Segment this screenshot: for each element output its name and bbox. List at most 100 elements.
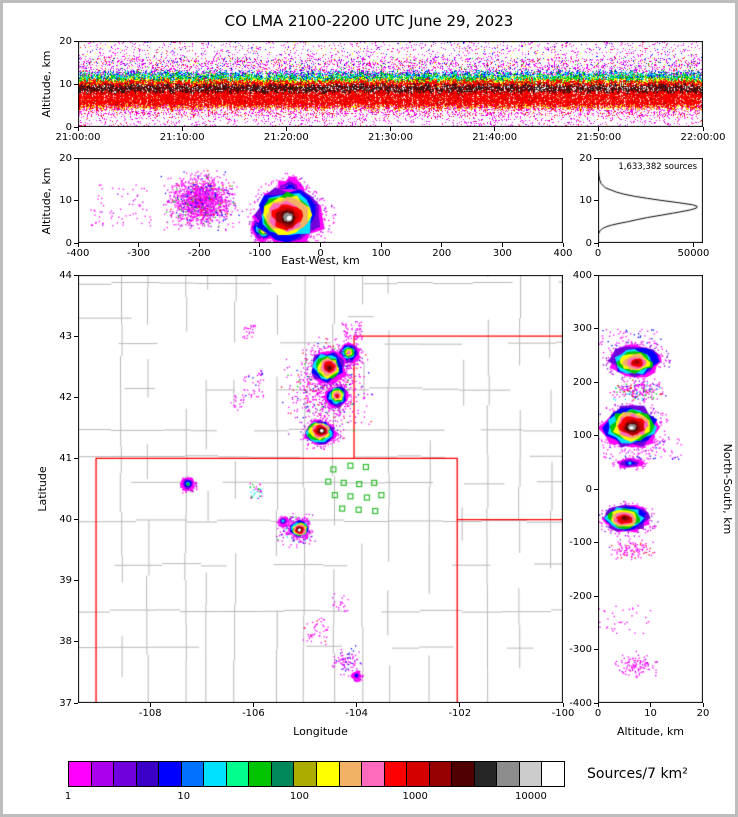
axis-tick: [74, 242, 78, 244]
ns-cross-xlabel: Altitude, km: [616, 725, 685, 738]
tick-label: 400: [553, 248, 573, 259]
ns-cross-canvas: [598, 275, 703, 703]
tick-label: 0: [585, 237, 592, 249]
page-title: CO LMA 2100-2200 UTC June 29, 2023: [224, 12, 514, 30]
tick-label: -100: [248, 248, 272, 259]
tick-label: 20: [696, 708, 710, 719]
colorbar-cell: [384, 762, 408, 786]
colorbar-cell: [429, 762, 453, 786]
axis-tick: [138, 243, 140, 247]
tick-label: 22:00:00: [680, 132, 726, 143]
tick-label: 10: [579, 195, 592, 206]
axis-tick: [74, 702, 78, 704]
axis-tick: [390, 127, 391, 131]
colorbar-cell: [249, 762, 272, 786]
axis-tick: [650, 703, 651, 707]
map-canvas: [78, 275, 563, 703]
colorbar: [68, 761, 565, 787]
colorbar-cell: [362, 762, 385, 786]
tick-label: 300: [572, 323, 592, 334]
tick-label: 21:10:00: [159, 132, 205, 143]
colorbar-cell: [226, 762, 250, 786]
colorbar-tick-label: 10: [177, 791, 191, 802]
axis-tick: [74, 200, 78, 201]
tick-label: 50000: [677, 248, 710, 259]
colorbar-cell: [317, 762, 340, 786]
axis-tick: [74, 457, 78, 459]
colorbar-cell: [114, 762, 137, 786]
axis-tick: [594, 702, 598, 704]
axis-tick: [459, 703, 461, 707]
colorbar-cell: [452, 762, 475, 786]
histogram-canvas: [598, 158, 703, 243]
ns-cross-ylabel: North-South, km: [721, 443, 734, 535]
tick-label: -400: [569, 697, 592, 709]
tick-label: 10: [59, 195, 72, 206]
tick-label: 200: [432, 248, 452, 259]
colorbar-cell: [339, 762, 363, 786]
axis-tick: [77, 243, 79, 247]
axis-tick: [594, 242, 598, 244]
time-height-canvas: [78, 41, 703, 127]
tick-label: 37: [59, 697, 72, 709]
tick-label: 400: [572, 269, 592, 281]
tick-label: 42: [59, 391, 72, 403]
colorbar-cell: [271, 762, 295, 786]
tick-label: 21:50:00: [576, 132, 622, 143]
tick-label: 0: [594, 248, 602, 259]
tick-label: 100: [371, 248, 391, 259]
axis-tick: [594, 328, 598, 329]
tick-label: -300: [127, 248, 150, 259]
ew-cross-xlabel: East-West, km: [281, 254, 360, 267]
colorbar-cell: [542, 762, 565, 786]
axis-tick: [74, 641, 78, 643]
colorbar-cell: [519, 762, 543, 786]
axis-tick: [597, 703, 599, 707]
axis-tick: [594, 542, 598, 543]
axis-tick: [692, 243, 694, 247]
axis-tick: [594, 157, 598, 159]
tick-label: 0: [585, 483, 592, 495]
axis-tick: [594, 274, 598, 276]
axis-tick: [380, 243, 382, 247]
colorbar-tick-label: 100: [289, 791, 309, 802]
tick-label: 21:00:00: [55, 132, 101, 143]
tick-label: 300: [492, 248, 512, 259]
axis-tick: [74, 126, 78, 128]
map-xlabel: Longitude: [293, 725, 348, 738]
axis-tick: [74, 83, 78, 85]
tick-label: 41: [59, 452, 72, 464]
tick-label: 200: [572, 376, 592, 388]
tick-label: 20: [59, 152, 72, 164]
colorbar-label: Sources/7 km²: [587, 766, 688, 782]
tick-label: -100: [569, 537, 592, 548]
tick-label: 100: [572, 430, 592, 441]
axis-tick: [594, 200, 598, 201]
colorbar-cell: [136, 762, 160, 786]
axis-tick: [494, 127, 496, 131]
colorbar-cell: [497, 762, 520, 786]
tick-label: 38: [59, 636, 72, 648]
axis-tick: [259, 243, 261, 247]
axis-tick: [594, 488, 598, 490]
tick-label: 0: [65, 237, 72, 249]
tick-label: -200: [569, 590, 592, 602]
axis-tick: [501, 243, 503, 247]
axis-tick: [74, 335, 78, 337]
map-ylabel: Latitude: [36, 466, 49, 512]
colorbar-cell: [204, 762, 227, 786]
axis-tick: [702, 703, 704, 707]
ew-cross-canvas: [78, 158, 563, 243]
tick-label: -106: [242, 708, 265, 719]
tick-label: -400: [66, 248, 90, 259]
axis-tick: [594, 381, 598, 383]
colorbar-cell: [294, 762, 318, 786]
tick-label: 44: [59, 269, 72, 281]
tick-label: 43: [59, 330, 72, 342]
colorbar-cell: [69, 762, 92, 786]
tick-label: 21:30:00: [368, 132, 413, 143]
axis-tick: [77, 127, 79, 131]
axis-tick: [598, 127, 600, 131]
tick-label: -200: [187, 248, 211, 259]
colorbar-cell: [407, 762, 430, 786]
